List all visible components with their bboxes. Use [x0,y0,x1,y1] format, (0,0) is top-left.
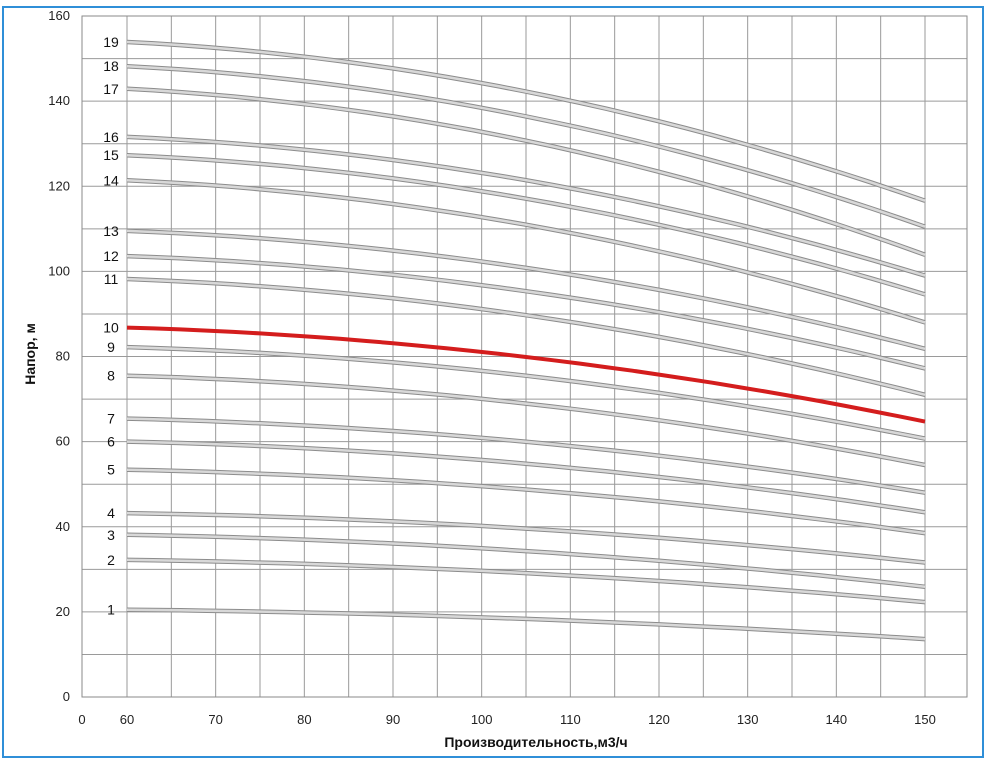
x-tick-label: 70 [208,712,222,727]
curve-label-4: 4 [107,505,115,521]
curve-label-2: 2 [107,552,115,568]
curve-14 [126,179,926,324]
curve-13 [126,229,926,351]
x-tick-label: 80 [297,712,311,727]
x-tick-label: 100 [471,712,493,727]
curve-label-16: 16 [103,129,119,145]
curve-2 [126,558,926,604]
curve-label-10: 10 [103,320,119,336]
curve-6 [126,440,926,514]
curve-3 [126,533,926,589]
curve-label-8: 8 [107,368,115,384]
y-tick-label: 0 [63,689,70,704]
curve-17 [126,87,926,256]
curve-label-13: 13 [103,223,119,239]
curve-12 [126,254,926,370]
x-tick-label: 90 [386,712,400,727]
x-axis-title: Производительность,м3/ч [444,734,627,750]
curve-label-19: 19 [103,34,119,50]
curve-4 [126,511,926,564]
y-tick-label: 140 [48,93,70,108]
curve-7 [126,417,926,494]
curve-9 [126,345,926,440]
curve-label-7: 7 [107,411,115,427]
curve-5 [126,468,926,535]
y-tick-label: 60 [56,434,70,449]
curve-label-6: 6 [107,434,115,450]
curve-label-17: 17 [103,81,119,97]
y-tick-label: 100 [48,263,70,278]
y-tick-label: 40 [56,519,70,534]
x-tick-label: 120 [648,712,670,727]
y-tick-label: 20 [56,604,70,619]
x-tick-label: 110 [560,712,581,727]
x-tick-label: 60 [120,712,134,727]
y-tick-label: 160 [48,8,70,23]
y-axis-title: Напор, м [22,323,38,385]
curve-19 [126,40,926,202]
curve-label-12: 12 [103,248,119,264]
pump-curves [126,39,926,642]
curve-label-3: 3 [107,527,115,543]
curve-1 [126,608,926,641]
curve-label-15: 15 [103,147,119,163]
x-tick-label: 130 [737,712,759,727]
curve-label-18: 18 [103,58,119,74]
curve-11 [126,277,926,397]
x-axis-ticks: 0 60 70 80 90 100 110 120 130 140 150 [78,712,935,727]
plot-area [81,15,968,698]
curve-16 [126,135,926,277]
x-tick-label: 140 [825,712,847,727]
y-tick-label: 80 [56,349,70,364]
y-axis-ticks: 0 20 40 60 80 100 120 140 160 [48,8,70,704]
curve-label-14: 14 [103,172,119,188]
curve-label-5: 5 [107,462,115,478]
y-tick-label: 120 [48,178,70,193]
curve-15 [126,153,926,296]
curve-label-11: 11 [104,271,119,287]
curve-label-1: 1 [107,602,115,618]
curve-8 [126,374,926,467]
curve-label-9: 9 [107,339,115,355]
curve-18 [126,64,926,228]
curve-10-highlighted [126,325,926,424]
x-tick-label: 150 [914,712,936,727]
x-tick-label: 0 [78,712,85,727]
